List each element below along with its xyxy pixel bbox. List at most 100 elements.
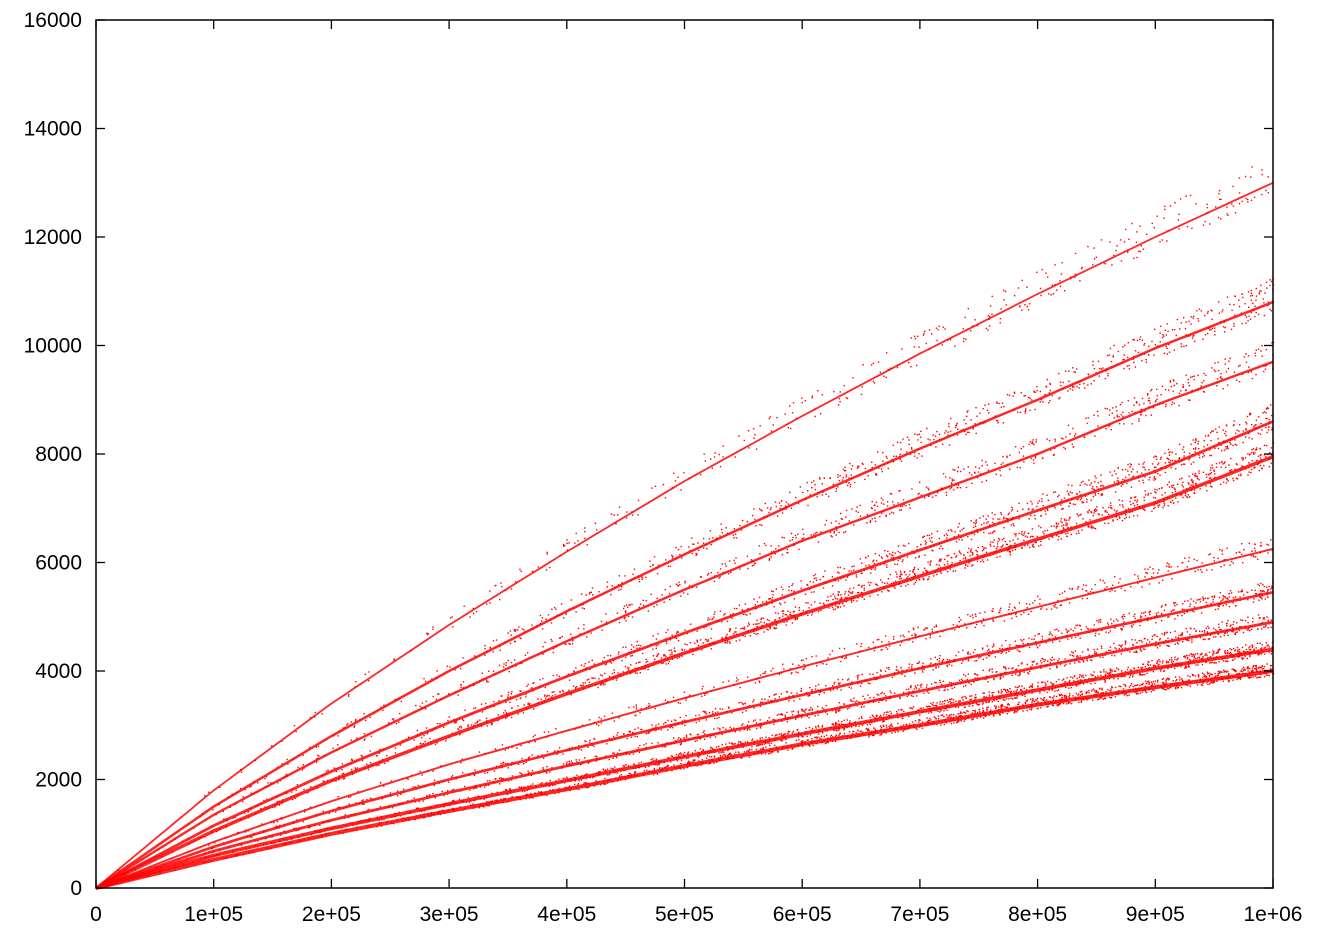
data-point — [876, 639, 879, 641]
data-point — [769, 744, 771, 747]
data-point — [494, 778, 496, 780]
data-point — [1003, 688, 1005, 690]
data-point — [655, 726, 657, 728]
data-point — [1061, 632, 1063, 634]
data-point — [1220, 466, 1222, 468]
data-point — [1212, 598, 1214, 601]
data-point — [901, 669, 903, 672]
data-point — [1106, 511, 1108, 513]
data-point — [1147, 663, 1149, 665]
data-point — [608, 774, 610, 776]
data-point — [583, 782, 585, 784]
data-point — [1259, 596, 1262, 598]
data-point — [1214, 675, 1217, 677]
data-point — [885, 646, 887, 649]
data-point — [1052, 641, 1054, 643]
data-point — [837, 709, 839, 712]
data-point — [1268, 651, 1270, 653]
data-point — [928, 705, 930, 707]
data-point — [562, 763, 565, 765]
data-point — [484, 786, 486, 788]
data-point — [1000, 652, 1002, 655]
data-point — [1202, 638, 1205, 640]
data-point — [926, 691, 929, 693]
data-point — [984, 696, 987, 699]
data-point — [1043, 658, 1045, 661]
data-point — [1044, 681, 1046, 684]
data-point — [819, 737, 821, 739]
data-point — [1068, 602, 1071, 604]
data-point — [1014, 613, 1017, 616]
data-point — [1265, 674, 1268, 676]
data-point — [696, 740, 698, 742]
data-point — [1214, 629, 1217, 631]
data-point — [1056, 607, 1058, 609]
data-point — [1101, 689, 1103, 691]
data-point — [1152, 665, 1155, 667]
data-point — [1093, 624, 1095, 626]
data-point — [926, 717, 928, 719]
data-point — [820, 662, 823, 664]
data-point — [1177, 657, 1179, 660]
data-point — [1223, 596, 1225, 598]
data-point — [1052, 683, 1055, 685]
data-point — [1020, 613, 1022, 616]
data-point — [731, 742, 733, 744]
data-point — [1003, 666, 1005, 668]
data-point — [1057, 539, 1059, 541]
data-point — [1248, 649, 1251, 651]
data-point — [1211, 569, 1213, 571]
data-point — [1171, 662, 1174, 665]
data-point — [1210, 477, 1212, 479]
data-point — [511, 795, 513, 798]
data-point — [432, 793, 434, 795]
data-point — [1099, 687, 1101, 690]
data-point — [574, 780, 576, 782]
data-point — [538, 791, 540, 793]
data-point — [935, 666, 937, 668]
data-point — [1049, 658, 1052, 661]
data-point — [1233, 669, 1235, 671]
data-point — [1183, 612, 1186, 615]
series-band — [95, 547, 1274, 889]
data-point — [918, 709, 920, 711]
data-point — [863, 705, 865, 708]
data-point — [800, 687, 803, 690]
data-point — [1156, 661, 1158, 663]
data-point — [934, 717, 937, 719]
data-point — [952, 699, 955, 701]
data-point — [838, 729, 840, 731]
data-point — [1016, 697, 1018, 699]
data-point — [788, 695, 790, 697]
data-point — [659, 767, 661, 769]
data-point — [1036, 699, 1038, 701]
data-point — [1164, 632, 1166, 634]
data-point — [1265, 642, 1268, 644]
data-point — [939, 559, 941, 561]
data-point — [1114, 696, 1117, 698]
data-point — [869, 697, 871, 699]
data-point — [1168, 486, 1171, 488]
data-point — [558, 792, 560, 794]
data-point — [809, 686, 811, 689]
data-point — [626, 667, 629, 669]
data-point — [657, 764, 659, 766]
data-point — [1204, 675, 1206, 677]
data-point — [1252, 645, 1254, 647]
data-point — [764, 698, 766, 700]
data-point — [596, 723, 598, 726]
data-point — [1044, 659, 1047, 661]
data-point — [1156, 635, 1158, 638]
data-point — [978, 708, 981, 711]
data-point — [1093, 648, 1095, 651]
data-point — [1222, 660, 1225, 662]
data-point — [1109, 689, 1111, 692]
data-point — [1226, 660, 1228, 662]
data-point — [1114, 575, 1116, 578]
data-point — [1024, 702, 1027, 704]
data-point — [1147, 492, 1149, 495]
data-point — [1133, 496, 1136, 498]
data-point — [1170, 686, 1172, 689]
data-point — [764, 672, 766, 674]
data-point — [728, 680, 730, 682]
